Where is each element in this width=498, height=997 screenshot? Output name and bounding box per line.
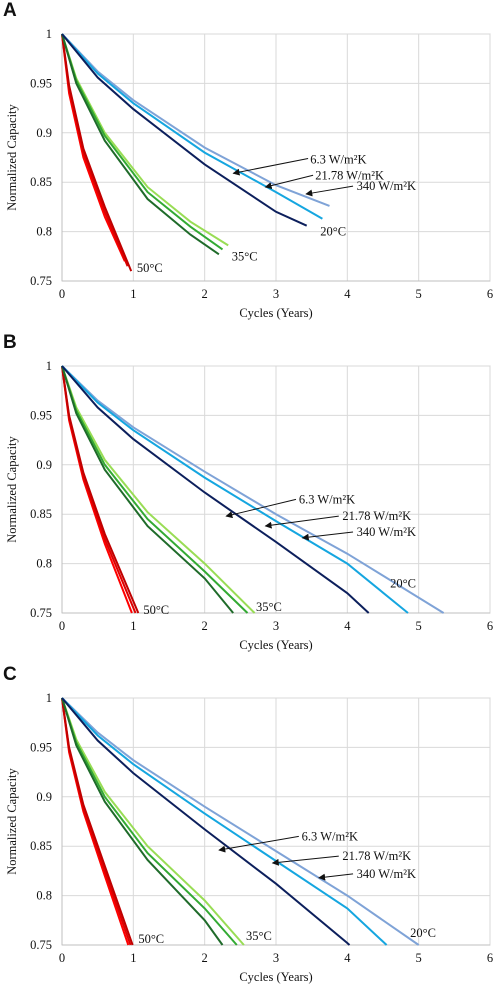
annotation-label: 6.3 W/m²K xyxy=(299,492,355,506)
series-line xyxy=(61,33,323,220)
y-tick-label: 0.95 xyxy=(30,76,52,90)
annotation-label: 340 W/m²K xyxy=(357,179,416,193)
annotation-arrow xyxy=(218,835,299,853)
y-tick-label: 0.8 xyxy=(36,225,52,239)
x-tick-label: 0 xyxy=(59,287,65,301)
y-tick-label: 1 xyxy=(46,27,52,41)
x-tick-label: 0 xyxy=(59,619,65,633)
annotation-label: 21.78 W/m²K xyxy=(342,849,411,863)
chart-b: 0 1 2 3 4 5 6 0.75 0.8 0.85 0.9 0.95 1 6.3 W/m²K 21.78… xyxy=(5,359,493,652)
y-tick-label: 0.9 xyxy=(36,126,52,140)
panel-b: B 0 1 2 3 4 5 6 0.75 0.8 0.85 0.9 0.95 1 6.3 W/m²K 21.… xyxy=(0,332,498,664)
y-axis-title: Normalized Capacity xyxy=(5,435,19,542)
series-line xyxy=(61,365,445,614)
annotation-label: 21.78 W/m²K xyxy=(315,168,384,182)
annotation-label: 20°C xyxy=(390,576,416,590)
x-tick-label: 4 xyxy=(344,619,351,633)
x-tick-label: 4 xyxy=(344,287,351,301)
series-line xyxy=(61,697,420,946)
annotation-arrow xyxy=(264,174,314,190)
x-tick-label: 5 xyxy=(416,619,422,633)
y-axis-title: Normalized Capacity xyxy=(5,103,19,210)
series-line xyxy=(61,33,224,251)
annotation-arrow xyxy=(225,498,297,519)
series-line xyxy=(61,697,224,946)
x-tick-label: 1 xyxy=(130,951,136,965)
y-tick-label: 1 xyxy=(46,359,52,373)
series-line xyxy=(61,365,370,614)
y-tick-label: 0.8 xyxy=(36,557,52,571)
annotation-arrow xyxy=(318,873,354,881)
annotation-arrow xyxy=(232,157,309,176)
annotation-label: 20°C xyxy=(410,926,436,940)
x-tick-label: 5 xyxy=(416,287,422,301)
x-tick-label: 3 xyxy=(273,619,279,633)
series-line xyxy=(61,697,351,946)
x-tick-label: 2 xyxy=(202,619,208,633)
series-line xyxy=(61,33,308,227)
annotation-label: 6.3 W/m²K xyxy=(310,152,366,166)
annotation-arrow xyxy=(264,515,339,529)
chart-c: 0 1 2 3 4 5 6 0.75 0.8 0.85 0.9 0.95 1 6.3 W/m²K 21.78… xyxy=(5,691,493,984)
y-tick-label: 0.9 xyxy=(36,790,52,804)
x-tick-label: 6 xyxy=(487,951,493,965)
x-tick-label: 0 xyxy=(59,951,65,965)
panel-label: C xyxy=(3,664,17,685)
y-tick-label: 0.75 xyxy=(30,938,52,952)
annotation-label: 20°C xyxy=(320,225,346,239)
x-tick-label: 1 xyxy=(130,619,136,633)
series-line xyxy=(61,365,140,614)
series-line xyxy=(61,697,134,946)
x-tick-label: 5 xyxy=(416,951,422,965)
y-tick-label: 0.85 xyxy=(30,175,52,189)
annotation-label: 35°C xyxy=(246,929,272,943)
series-line xyxy=(61,365,234,614)
annotation-label: 340 W/m²K xyxy=(357,525,416,539)
y-tick-label: 0.75 xyxy=(30,274,52,288)
y-tick-label: 0.95 xyxy=(30,408,52,422)
x-tick-label: 3 xyxy=(273,287,279,301)
panel-a: A 0 1 2 3 4 5 6 0.75 0.8 0.85 0.9 0.95 1 6.3 W/m²K 21.… xyxy=(0,0,498,332)
chart-a: 0 1 2 3 4 5 6 0.75 0.8 0.85 0.9 0.95 1 6.3 W/m²K 21.78… xyxy=(5,27,493,320)
annotation-arrow xyxy=(271,855,339,866)
y-tick-label: 0.85 xyxy=(30,839,52,853)
y-tick-label: 0.85 xyxy=(30,507,52,521)
annotation-label: 50°C xyxy=(143,603,169,617)
x-tick-label: 2 xyxy=(202,287,208,301)
x-tick-label: 6 xyxy=(487,619,493,633)
x-tick-label: 3 xyxy=(273,951,279,965)
series-line xyxy=(61,365,409,614)
annotation-arrow xyxy=(305,185,354,197)
series-line xyxy=(61,697,388,946)
panel-label: A xyxy=(3,0,17,21)
x-tick-label: 6 xyxy=(487,287,493,301)
annotation-label: 50°C xyxy=(137,261,163,275)
x-tick-label: 1 xyxy=(130,287,136,301)
series-line xyxy=(61,33,330,207)
annotation-label: 6.3 W/m²K xyxy=(302,829,358,843)
y-tick-label: 0.75 xyxy=(30,606,52,620)
series-line xyxy=(61,33,133,272)
annotation-label: 50°C xyxy=(138,932,164,946)
annotation-arrow xyxy=(301,531,354,541)
series-line xyxy=(61,33,220,256)
panel-c: C 0 1 2 3 4 5 6 0.75 0.8 0.85 0.9 0.95 1 6.3 W/m²K 21.… xyxy=(0,664,498,996)
x-axis-title: Cycles (Years) xyxy=(239,638,312,652)
y-tick-label: 0.95 xyxy=(30,740,52,754)
y-tick-label: 0.9 xyxy=(36,458,52,472)
x-axis-title: Cycles (Years) xyxy=(239,306,312,320)
annotation-label: 340 W/m²K xyxy=(357,867,416,881)
x-tick-label: 4 xyxy=(344,951,351,965)
y-tick-label: 1 xyxy=(46,691,52,705)
y-tick-label: 0.8 xyxy=(36,889,52,903)
x-axis-title: Cycles (Years) xyxy=(239,970,312,984)
annotation-label: 21.78 W/m²K xyxy=(342,509,411,523)
annotation-label: 35°C xyxy=(232,249,258,263)
annotation-label: 35°C xyxy=(256,600,282,614)
x-tick-label: 2 xyxy=(202,951,208,965)
y-axis-title: Normalized Capacity xyxy=(5,767,19,874)
panel-label: B xyxy=(3,332,17,353)
